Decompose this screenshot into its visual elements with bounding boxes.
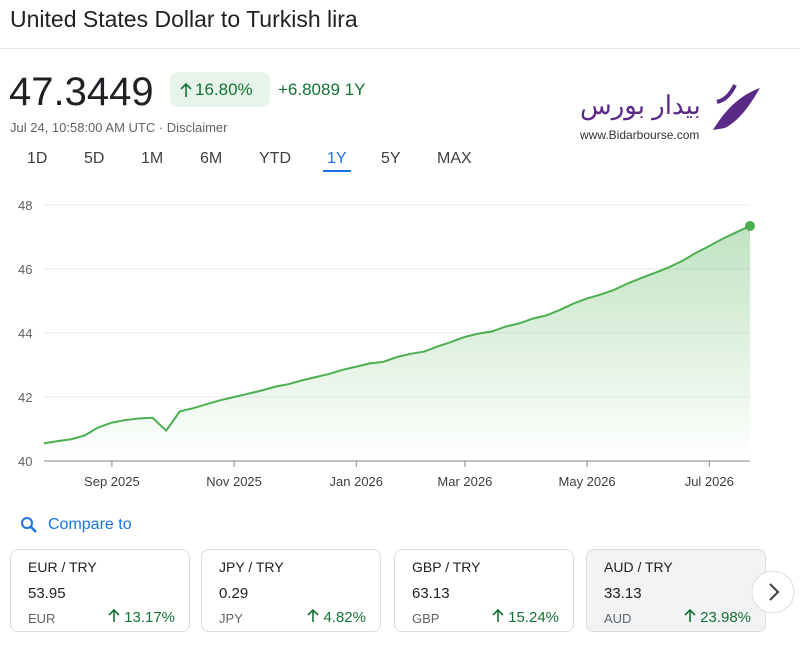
divider: [0, 48, 800, 49]
logo: بیدار بورس www.Bidarbourse.com: [580, 80, 765, 150]
arrow-shape: [108, 608, 120, 622]
currency: JPY: [219, 611, 243, 626]
y-tick-label: 44: [18, 326, 32, 341]
chart: 40 42 44 46 48 Sep 2025 Nov 2025 Jan 2026 Mar 20…: [18, 198, 755, 489]
up-arrow: [108, 608, 120, 622]
pair: AUD / TRY: [604, 559, 673, 575]
change-abs: +6.8089 1Y: [278, 80, 366, 99]
arrow-shape: [684, 608, 696, 622]
search-icon: [21, 517, 37, 533]
x-tick-label: Jan 2026: [330, 474, 384, 489]
currency: EUR: [28, 611, 56, 626]
tab[interactable]: 1Y: [327, 150, 347, 167]
arrow-shape: [307, 608, 320, 622]
tab-underline: [323, 170, 351, 172]
pair: GBP / TRY: [412, 559, 481, 575]
area-fill: [44, 225, 750, 461]
next-button[interactable]: [750, 569, 796, 615]
rate: 53.95: [28, 585, 66, 602]
logo-icon: [713, 84, 760, 130]
change: 23.98%: [684, 608, 751, 626]
up-arrow: [307, 608, 320, 622]
x-tick-label: Sep 2025: [84, 474, 140, 489]
tab[interactable]: 1M: [141, 150, 164, 167]
x-tick-label: Jul 2026: [685, 474, 734, 489]
compare-card[interactable]: GBP / TRY 63.13 GBP 15.24%: [394, 549, 574, 632]
last-point: [745, 220, 755, 231]
tab[interactable]: YTD: [259, 150, 291, 167]
currency: AUD: [604, 611, 632, 626]
change-chip: 16.80%: [170, 72, 270, 107]
y-tick-label: 48: [18, 198, 32, 213]
change: 4.82%: [307, 608, 366, 626]
change: 13.17%: [108, 608, 175, 626]
rate: 33.13: [604, 585, 642, 602]
x-tick-label: Nov 2025: [206, 474, 262, 489]
compare-card[interactable]: EUR / TRY 53.95 EUR 13.17%: [10, 549, 190, 632]
tab[interactable]: 5D: [84, 150, 105, 167]
tab[interactable]: 5Y: [381, 150, 401, 167]
rate: 0.29: [219, 585, 249, 602]
tab[interactable]: 6M: [200, 150, 223, 167]
y-tick-label: 42: [18, 390, 32, 405]
timestamp: Jul 24, 10:58:00 AM UTC · Disclaimer: [10, 120, 228, 135]
change-percent: 16.80%: [195, 80, 253, 99]
logo-url: www.Bidarbourse.com: [580, 128, 700, 142]
pair: JPY / TRY: [219, 559, 284, 575]
compare-card[interactable]: JPY / TRY 0.29 JPY 4.82%: [201, 549, 381, 632]
currency: GBP: [412, 611, 440, 626]
y-tick-label: 40: [18, 454, 32, 469]
arrow-shape: [492, 608, 504, 622]
y-tick-label: 46: [18, 262, 32, 277]
title: United States Dollar to Turkish lira: [10, 6, 358, 32]
rate: 63.13: [412, 585, 450, 602]
change: 15.24%: [492, 608, 559, 626]
x-tick-label: May 2026: [559, 474, 616, 489]
tab[interactable]: MAX: [437, 150, 472, 167]
price-line: [43, 225, 751, 445]
price: 47.3449: [9, 70, 154, 114]
compare-title[interactable]: Compare to: [48, 516, 132, 533]
compare-card[interactable]: AUD / TRY 33.13 AUD 23.98%: [586, 549, 766, 632]
x-tick-label: Mar 2026: [437, 474, 492, 489]
logo-name: بیدار بورس: [580, 90, 701, 120]
up-arrow: [492, 608, 504, 622]
pair: EUR / TRY: [28, 559, 97, 575]
up-arrow: [180, 82, 192, 97]
up-arrow: [684, 608, 696, 622]
tab[interactable]: 1D: [27, 150, 48, 167]
